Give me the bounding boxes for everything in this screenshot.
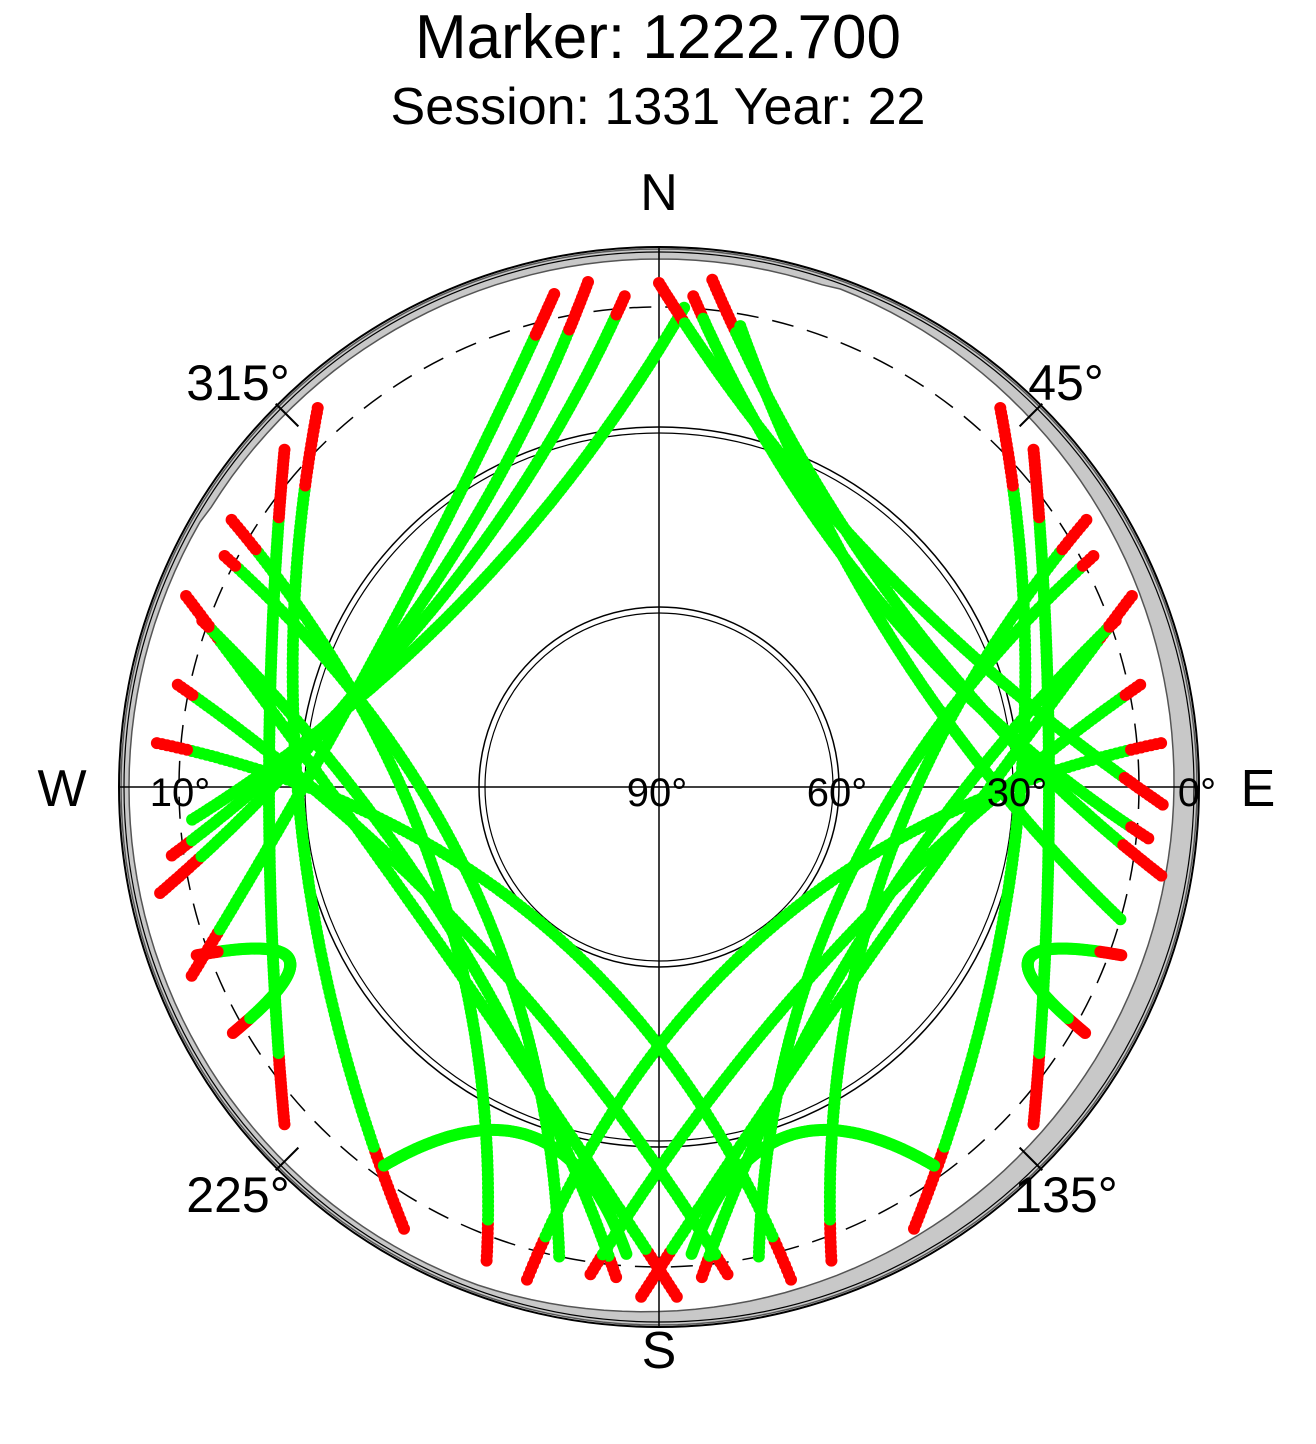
- observation-point-low: [1156, 798, 1169, 811]
- observation-point-low: [311, 402, 324, 414]
- observation-point-low: [1109, 614, 1122, 627]
- observation-point-low: [1087, 550, 1100, 562]
- observation-point-low: [582, 276, 594, 288]
- satellite-track-4: [185, 288, 561, 982]
- azimuth-tick-225: [275, 1146, 300, 1171]
- observation-point-low: [196, 614, 209, 627]
- observation-point-low: [994, 402, 1007, 414]
- observation-point-low: [618, 290, 631, 303]
- observation-point-low: [1027, 443, 1040, 456]
- observation-point-valid: [685, 1247, 698, 1260]
- azimuth-tick-315: [275, 403, 300, 428]
- observation-point-low: [548, 288, 561, 300]
- azimuth-tick-135: [1018, 1146, 1043, 1171]
- chart-title: Marker: 1222.700: [415, 3, 901, 72]
- azimuth-tick-45: [1018, 403, 1043, 428]
- chart-subtitle: Session: 1331 Year: 22: [390, 78, 926, 136]
- satellite-tracks-layer: [150, 273, 1169, 1303]
- observation-point-valid: [620, 1247, 633, 1260]
- observation-point-low: [218, 550, 231, 562]
- observation-point-low: [171, 678, 184, 691]
- observation-point-low: [1125, 590, 1138, 602]
- observation-point-low: [180, 590, 193, 602]
- observation-point-low: [190, 949, 203, 962]
- observation-point-low: [1155, 869, 1168, 882]
- observation-point-low: [1080, 513, 1093, 526]
- observation-point-low: [1142, 832, 1155, 845]
- observation-point-low: [1155, 737, 1168, 750]
- observation-point-low: [278, 443, 291, 456]
- observation-point-low: [150, 737, 163, 750]
- observation-point-low: [225, 513, 238, 526]
- observation-point-low: [1134, 678, 1147, 691]
- observation-point-valid: [1114, 913, 1127, 926]
